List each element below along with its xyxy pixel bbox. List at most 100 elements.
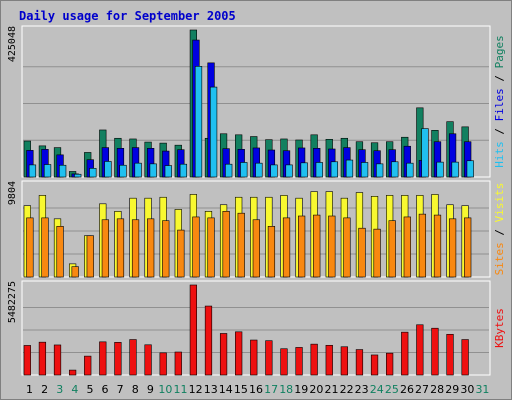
x-tick-label-day-27: 27 bbox=[415, 383, 429, 396]
bar-hits-day-6 bbox=[104, 161, 112, 178]
bar-kbytes-day-15 bbox=[235, 331, 243, 376]
x-tick-label-day-29: 29 bbox=[445, 383, 459, 396]
bar-hits-day-28 bbox=[436, 161, 444, 178]
chart-panels: 425048 Hits / Files / Pages 9804 Sites / Vi… bbox=[7, 25, 506, 376]
bar-hits-day-9 bbox=[149, 163, 157, 178]
x-tick-label-day-17: 17 bbox=[264, 383, 278, 396]
panel-kbytes: 5482275 KBytes bbox=[7, 280, 506, 376]
bar-sites-day-2 bbox=[41, 217, 49, 278]
bar-sites-day-14 bbox=[222, 211, 230, 278]
bar-hits-day-4 bbox=[74, 173, 82, 178]
bar-kbytes-day-27 bbox=[416, 324, 424, 376]
x-tick-label-day-15: 15 bbox=[234, 383, 248, 396]
bar-hits-day-16 bbox=[255, 162, 263, 178]
bar-kbytes-day-12 bbox=[189, 284, 197, 376]
series-label-separator: / bbox=[493, 68, 506, 88]
bar-kbytes-day-2 bbox=[38, 341, 47, 376]
x-tick-label-day-16: 16 bbox=[249, 383, 263, 396]
bar-sites-day-22 bbox=[343, 217, 351, 278]
bar-sites-day-6 bbox=[101, 219, 109, 278]
bar-sites-day-10 bbox=[162, 220, 170, 278]
bar-kbytes-day-18 bbox=[280, 348, 288, 376]
series-label-separator: / bbox=[493, 121, 506, 141]
bar-hits-day-30 bbox=[466, 160, 474, 178]
x-tick-label-day-4: 4 bbox=[71, 383, 78, 396]
bar-sites-day-13 bbox=[207, 217, 215, 278]
bar-sites-day-11 bbox=[177, 229, 185, 278]
chart-title: Daily usage for September 2005 bbox=[19, 9, 236, 23]
bar-kbytes-day-4 bbox=[68, 369, 77, 376]
x-tick-label-day-13: 13 bbox=[204, 383, 218, 396]
x-tick-label-day-30: 30 bbox=[460, 383, 474, 396]
x-tick-label-day-26: 26 bbox=[400, 383, 414, 396]
bar-kbytes-day-29 bbox=[446, 333, 454, 376]
bar-hits-day-23 bbox=[360, 162, 369, 178]
x-tick-label-day-21: 21 bbox=[324, 383, 338, 396]
bar-sites-day-21 bbox=[328, 215, 336, 278]
bar-kbytes-day-22 bbox=[340, 346, 348, 376]
bar-hits-day-20 bbox=[315, 162, 323, 178]
bar-sites-day-7 bbox=[116, 218, 125, 278]
x-axis-labels: 1 2 3 4 5 6 7 8 9 10 11 12 13 14 15 16 17 18 19 20 21 22 23 24 2… bbox=[26, 383, 489, 396]
bar-hits-day-12 bbox=[194, 66, 203, 178]
bar-hits-day-18 bbox=[285, 164, 293, 178]
bar-hits-day-26 bbox=[406, 162, 414, 178]
series-label-group: Sites / Visits bbox=[493, 183, 506, 276]
bar-sites-day-23 bbox=[358, 227, 366, 278]
bar-sites-day-5 bbox=[86, 235, 94, 278]
bar-hits-day-14 bbox=[225, 163, 233, 178]
bar-kbytes-day-26 bbox=[401, 331, 409, 376]
bar-hits-day-25 bbox=[391, 161, 399, 178]
bar-kbytes-day-19 bbox=[295, 347, 303, 376]
x-tick-label-day-18: 18 bbox=[279, 383, 293, 396]
bar-kbytes-day-16 bbox=[250, 339, 258, 376]
bar-hits-day-27 bbox=[421, 128, 429, 178]
bar-kbytes-day-3 bbox=[53, 344, 62, 376]
y-axis-max-label: 5482275 bbox=[7, 281, 18, 323]
bar-sites-day-19 bbox=[298, 215, 306, 278]
series-label-pages: Pages bbox=[493, 35, 506, 68]
series-hits bbox=[28, 66, 474, 178]
series-label-sites: Sites bbox=[493, 242, 506, 275]
bar-sites-day-27 bbox=[418, 213, 427, 278]
bar-kbytes-day-6 bbox=[99, 341, 107, 376]
bar-sites-day-12 bbox=[192, 216, 200, 278]
x-tick-label-day-1: 1 bbox=[26, 383, 33, 396]
x-tick-label-day-25: 25 bbox=[385, 383, 399, 396]
series-label-files: Files bbox=[493, 88, 506, 121]
series-label-separator: / bbox=[493, 222, 506, 242]
bar-hits-day-11 bbox=[179, 163, 188, 178]
panel-visits-sites: 9804 Sites / Visits bbox=[7, 180, 506, 278]
series-label-group: KBytes bbox=[493, 308, 506, 348]
series-label-visits: Visits bbox=[493, 183, 506, 223]
x-tick-label-day-5: 5 bbox=[86, 383, 93, 396]
bar-sites-day-30 bbox=[464, 217, 472, 278]
series-kbytes bbox=[23, 284, 469, 376]
bar-hits-day-22 bbox=[345, 159, 354, 178]
bar-sites-day-4 bbox=[71, 266, 79, 278]
bar-kbytes-day-25 bbox=[386, 352, 394, 376]
x-tick-label-day-10: 10 bbox=[158, 383, 172, 396]
bar-kbytes-day-8 bbox=[129, 339, 137, 376]
bar-sites-day-1 bbox=[26, 217, 34, 278]
bar-hits-day-3 bbox=[59, 164, 67, 178]
series-label-group: Hits / Files / Pages bbox=[493, 35, 506, 168]
bar-hits-day-10 bbox=[164, 165, 172, 178]
bar-sites-day-29 bbox=[448, 218, 457, 278]
bar-sites-day-9 bbox=[147, 218, 155, 278]
x-tick-label-day-22: 22 bbox=[340, 383, 354, 396]
bar-sites-day-3 bbox=[56, 226, 64, 278]
bar-hits-day-17 bbox=[270, 164, 278, 178]
y-axis-max-label: 425048 bbox=[7, 26, 18, 62]
series-label-kbytes: KBytes bbox=[493, 308, 506, 348]
bar-sites-day-8 bbox=[131, 219, 140, 278]
bar-kbytes-day-10 bbox=[159, 352, 167, 376]
bar-kbytes-day-21 bbox=[325, 344, 333, 376]
bar-sites-day-15 bbox=[237, 212, 245, 278]
x-tick-label-day-3: 3 bbox=[56, 383, 63, 396]
x-tick-label-day-20: 20 bbox=[309, 383, 323, 396]
bar-hits-day-5 bbox=[89, 168, 97, 178]
bar-hits-day-2 bbox=[43, 164, 52, 178]
bar-sites-day-28 bbox=[433, 214, 442, 278]
